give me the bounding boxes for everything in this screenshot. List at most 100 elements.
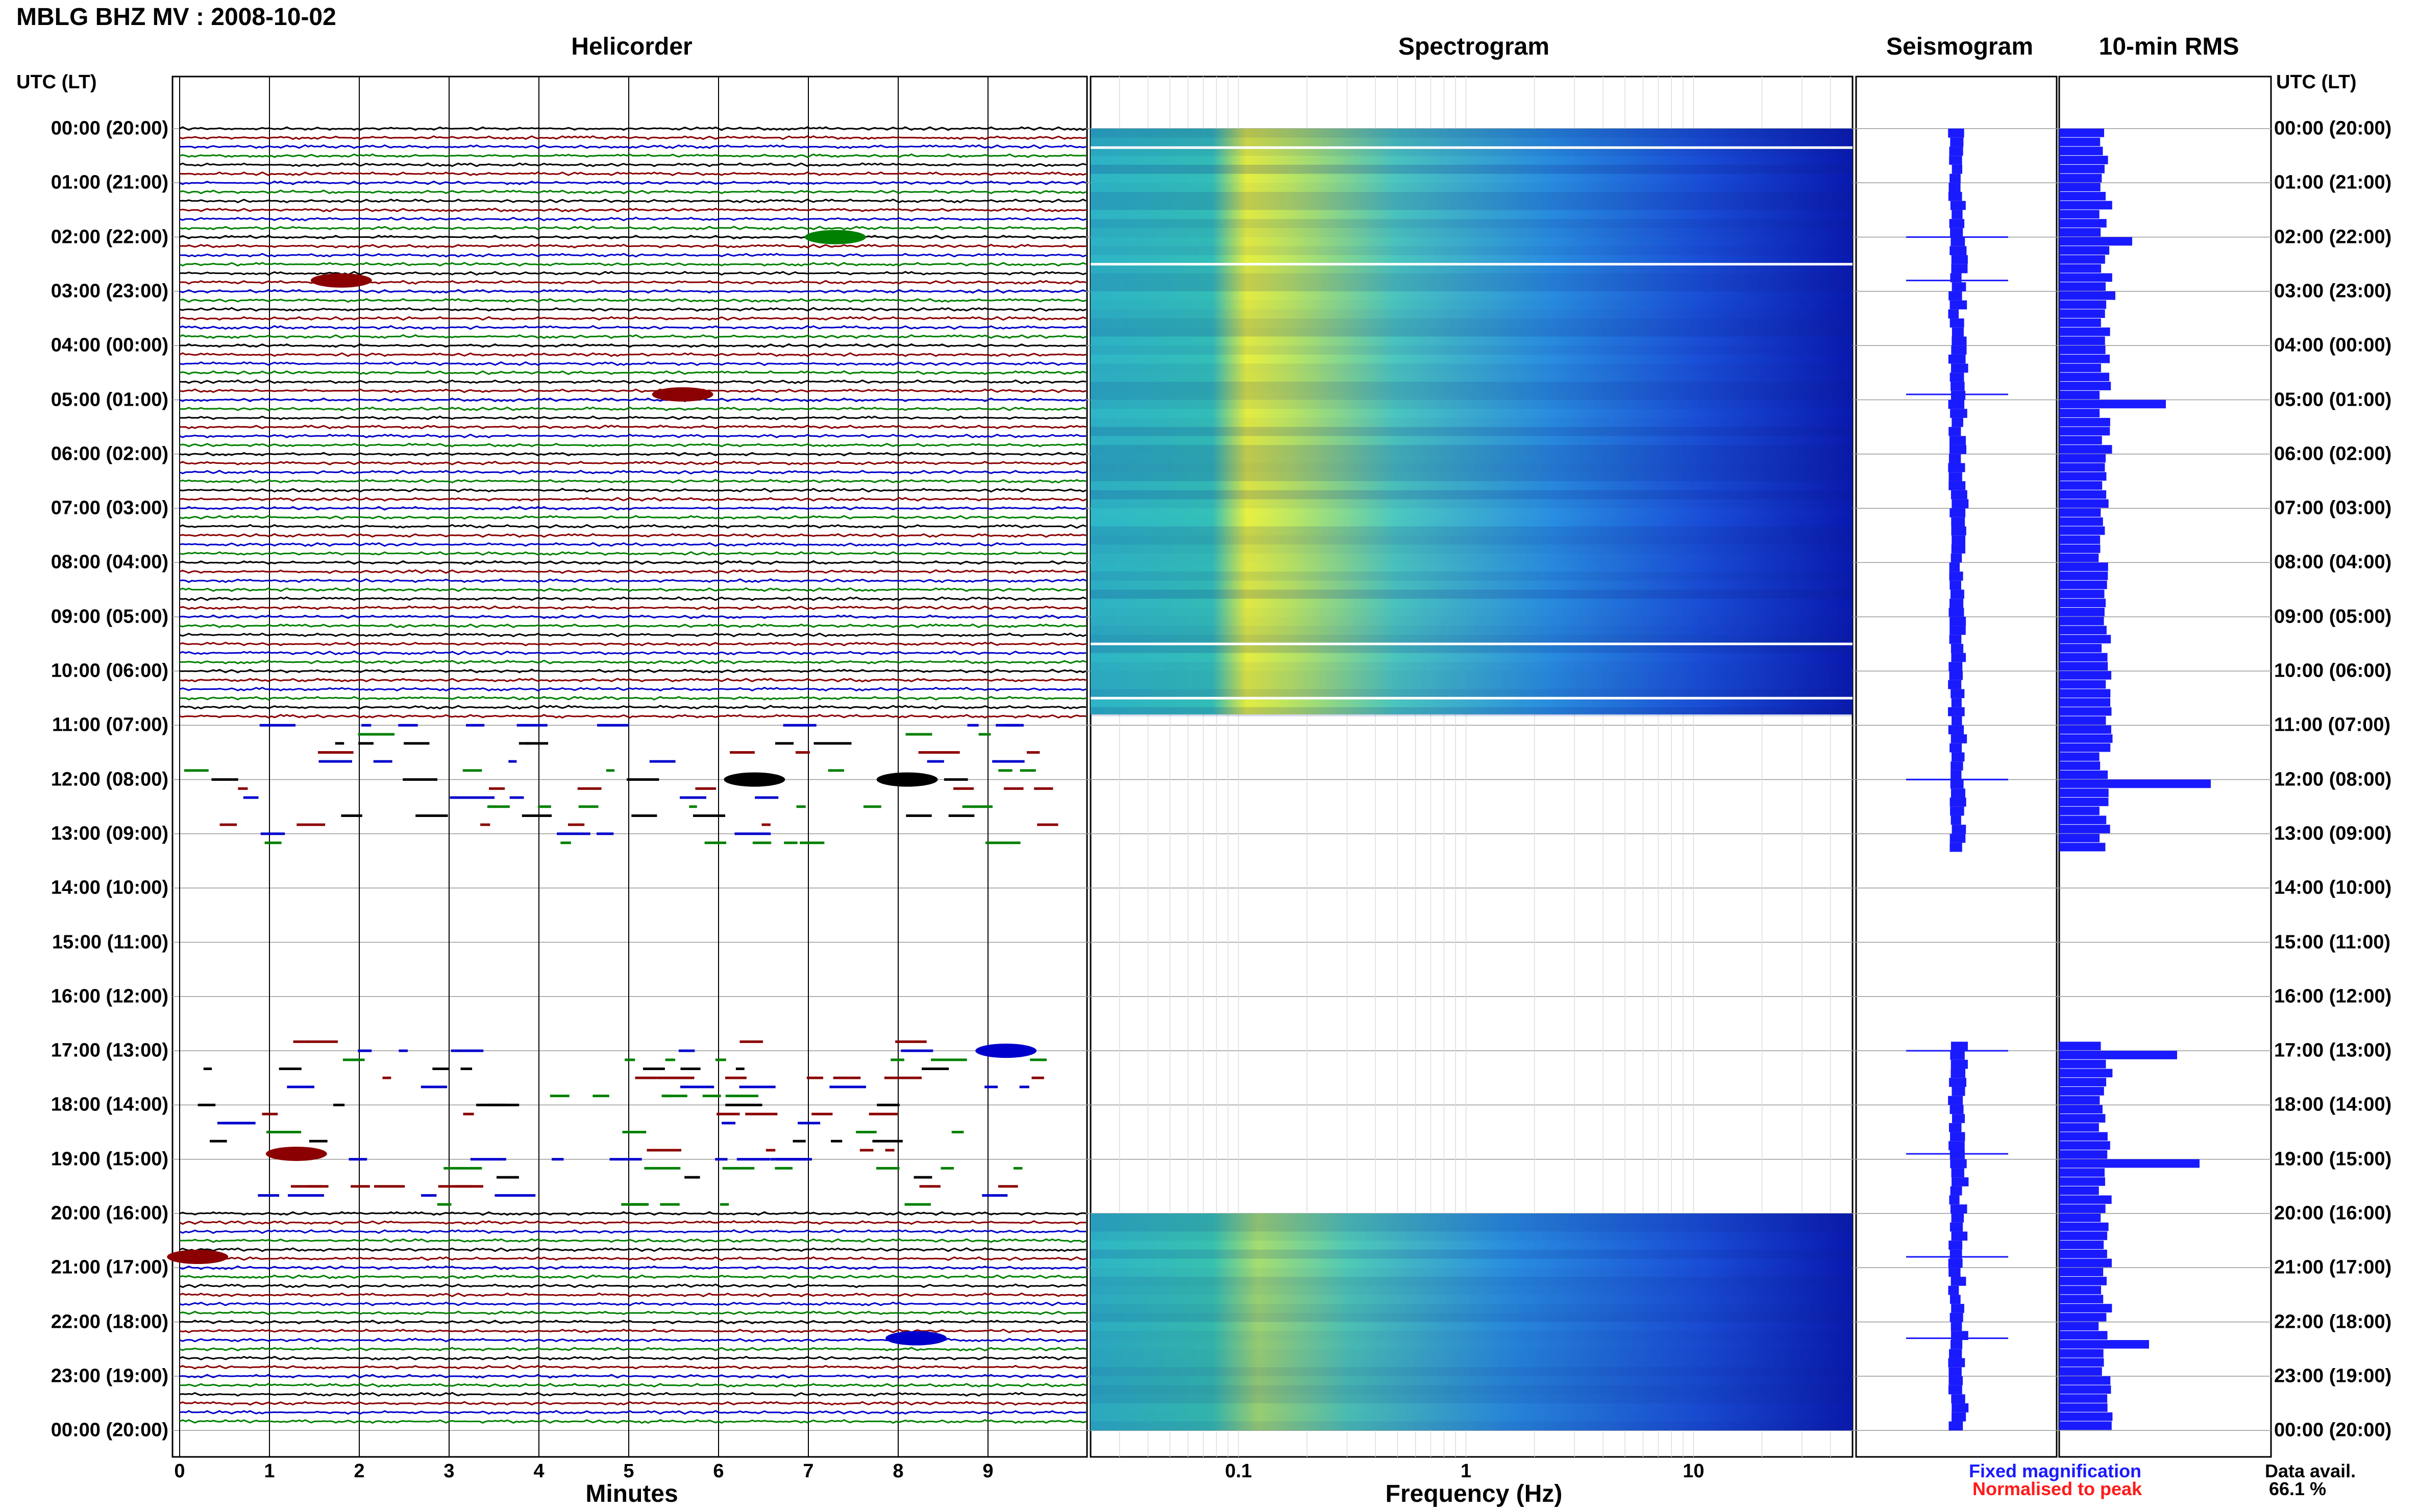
trace-row: [179, 270, 1087, 276]
seismogram-segment: [1950, 409, 1967, 418]
rms-bar: [2059, 481, 2103, 490]
seismogram-segment: [1952, 417, 1963, 427]
rms-bar: [2059, 1168, 2105, 1177]
trace-row: [179, 524, 1087, 529]
seismogram-segment: [1949, 671, 1963, 680]
hour-label-left: 23:00 (19:00): [51, 1365, 168, 1387]
trace-row: [179, 650, 1087, 656]
seismogram-segment: [1950, 1132, 1965, 1142]
spectrogram-row: [1091, 436, 1853, 445]
trace-row: [179, 1265, 1087, 1270]
seismogram-segment: [1948, 454, 1961, 463]
spectrogram-row: [1091, 355, 1853, 364]
rms-bar: [2059, 173, 2102, 183]
trace-row: [179, 442, 1087, 448]
rms-bar: [2059, 1096, 2100, 1105]
hour-label-left: 01:00 (21:00): [51, 171, 168, 193]
spectrogram-row: [1091, 1222, 1853, 1232]
spectrogram-row: [1091, 309, 1853, 319]
seismogram-segment: [1950, 228, 1963, 237]
hour-label-right: 13:00 (09:00): [2274, 823, 2392, 845]
seismogram-segment: [1949, 300, 1967, 310]
trace-row: [179, 1382, 1087, 1388]
spectrogram-row: [1091, 445, 1853, 454]
hour-label-left: 13:00 (09:00): [51, 823, 168, 845]
trace-row: [179, 433, 1087, 438]
spectrogram-row: [1091, 562, 1853, 572]
rms-bar: [2059, 327, 2110, 336]
spectrogram-row: [1091, 1376, 1853, 1385]
spectrogram-row: [1091, 327, 1853, 337]
seismogram-segment: [1951, 1304, 1964, 1313]
seismogram-segment: [1949, 1222, 1963, 1232]
seismogram-segment: [1951, 1340, 1963, 1349]
rms-bar: [2059, 607, 2105, 616]
seismogram-segment: [1951, 544, 1966, 554]
spectrogram-row: [1091, 146, 1853, 156]
trace-row: [179, 243, 1087, 249]
rms-bar: [2059, 1051, 2177, 1059]
spectrogram-row: [1091, 1412, 1853, 1422]
seismogram-segment: [1949, 616, 1966, 626]
rms-bar: [2059, 580, 2107, 589]
rms-bar: [2059, 1295, 2104, 1304]
trace-row: [179, 1283, 1087, 1288]
seismogram-segment: [1949, 445, 1967, 454]
rms-bar: [2059, 1204, 2106, 1213]
spectrogram-row: [1091, 417, 1853, 427]
seismogram-segment: [1950, 779, 1964, 789]
spectrogram-row: [1091, 572, 1853, 581]
spectrogram-row: [1091, 318, 1853, 328]
seismogram-segment: [1948, 1376, 1963, 1385]
seismogram-segment: [1952, 1177, 1969, 1186]
spectrogram-row: [1091, 1213, 1853, 1223]
panel-frame-2: [1855, 76, 2058, 1458]
hour-label-left: 10:00 (06:00): [51, 660, 168, 682]
trace-row: [179, 370, 1087, 376]
spectrogram-row: [1091, 1367, 1853, 1376]
rms-bar: [2059, 463, 2105, 472]
hour-label-right: 11:00 (07:00): [2274, 714, 2391, 736]
rms-bar: [2059, 1277, 2107, 1285]
rms-bar: [2059, 192, 2106, 201]
data-availability-label: Data avail.: [2265, 1460, 2356, 1481]
trace-row: [179, 497, 1087, 502]
rms-bar: [2059, 309, 2105, 318]
spectrogram-row: [1091, 137, 1853, 147]
seismogram-segment: [1949, 436, 1966, 445]
rms-bar: [2059, 1394, 2108, 1403]
rms-bar: [2059, 635, 2111, 643]
trace-row: [179, 596, 1087, 601]
spectrogram-row: [1091, 237, 1853, 246]
rms-bar: [2059, 246, 2110, 255]
seismogram-segment: [1949, 156, 1962, 165]
trace-row: [179, 1229, 1087, 1234]
seismogram-segment: [1952, 327, 1964, 337]
spectrogram-row: [1091, 680, 1853, 689]
spectrogram-row: [1091, 291, 1853, 301]
trace-row: [179, 487, 1087, 493]
trace-row: [179, 316, 1087, 321]
rms-bar: [2059, 400, 2166, 409]
rms-bar: [2059, 1123, 2099, 1132]
trace-row: [179, 623, 1087, 629]
spectrogram-row: [1091, 1295, 1853, 1304]
seismogram-segment: [1948, 129, 1964, 138]
seismogram-segment: [1949, 1312, 1963, 1322]
seismogram-segment: [1951, 345, 1967, 355]
trace-row: [179, 1220, 1087, 1225]
hour-label-right: 22:00 (18:00): [2274, 1311, 2392, 1333]
rms-bar: [2059, 363, 2101, 373]
rms-bar: [2059, 436, 2102, 445]
rms-bar: [2059, 318, 2101, 327]
panel-frame-1: [1090, 76, 1854, 1458]
spectrogram-row: [1091, 156, 1853, 165]
spectrogram-row: [1091, 1231, 1853, 1241]
trace-row: [179, 479, 1087, 484]
spectrogram-row: [1091, 626, 1853, 635]
hour-label-right: 10:00 (06:00): [2274, 660, 2392, 682]
spectrogram-row: [1091, 210, 1853, 219]
spectrogram-row: [1091, 1268, 1853, 1277]
trace-row: [179, 542, 1087, 547]
